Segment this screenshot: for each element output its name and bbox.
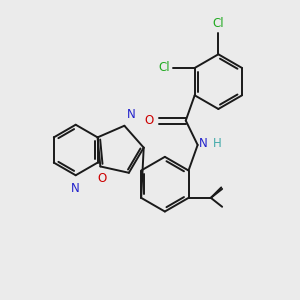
Text: O: O	[97, 172, 106, 185]
Text: H: H	[213, 137, 222, 150]
Text: Cl: Cl	[159, 61, 170, 74]
Text: N: N	[199, 137, 208, 150]
Text: N: N	[127, 108, 136, 121]
Text: Cl: Cl	[212, 17, 224, 30]
Text: O: O	[144, 114, 154, 127]
Text: N: N	[71, 182, 80, 195]
